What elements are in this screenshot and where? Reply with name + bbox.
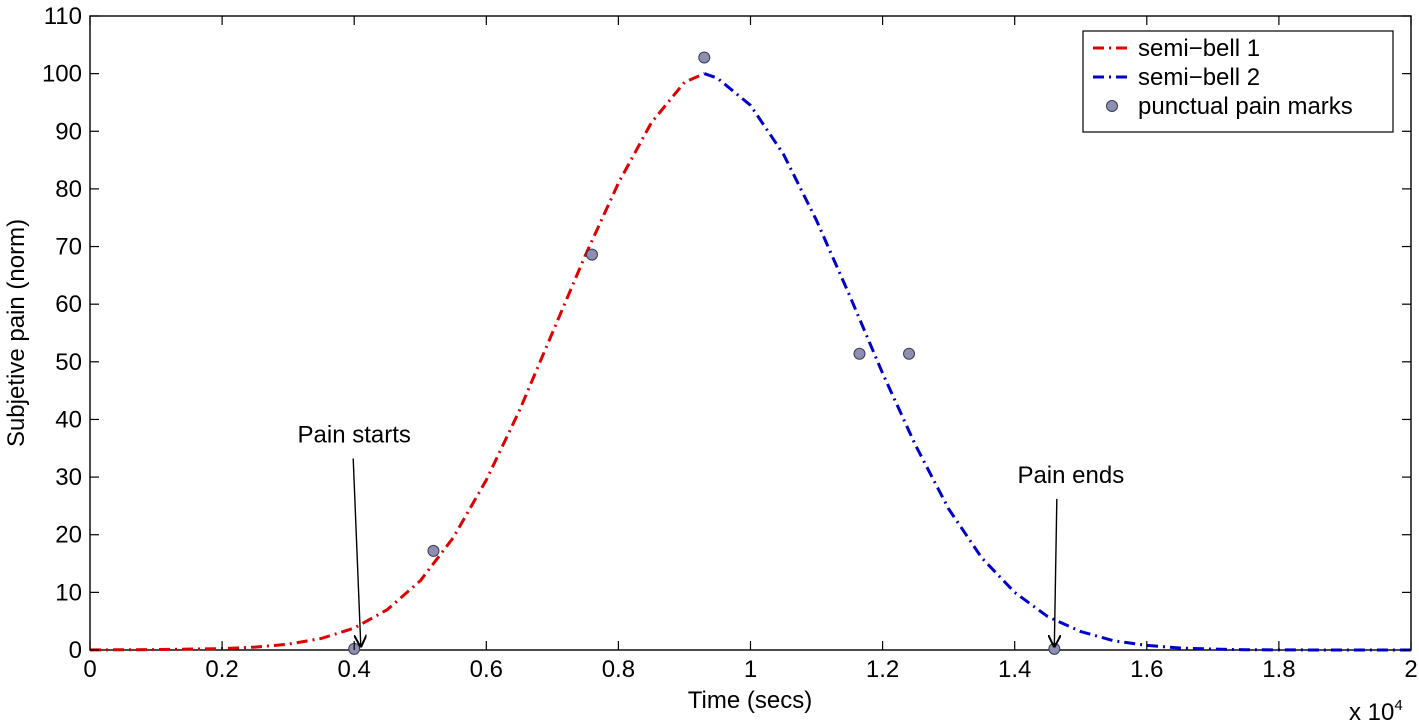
annotation-label: Pain starts xyxy=(298,422,411,449)
x-tick-label: 1.6 xyxy=(1130,656,1163,683)
data-point xyxy=(698,51,711,64)
x-tick-label: 0.8 xyxy=(602,656,635,683)
x-tick-label: 0.2 xyxy=(205,656,238,683)
y-tick-label: 20 xyxy=(55,522,82,549)
axes-layer: 0 0.2 0.4 0.6 0.8 1 1.2 1.4 1.6 1.8 20102030405060… xyxy=(42,3,1418,683)
data-point xyxy=(903,347,916,360)
x-tick-label: 1.2 xyxy=(866,656,899,683)
series-line-1 xyxy=(89,72,705,652)
series-line-2 xyxy=(703,72,1411,652)
y-tick-label: 10 xyxy=(55,579,82,606)
annotation-layer: Pain starts Pain ends xyxy=(298,422,1124,647)
x-tick-label: 1 xyxy=(744,656,757,683)
y-tick-label: 70 xyxy=(55,234,82,261)
x-axis-label: Time (secs) xyxy=(688,687,812,714)
y-tick-label: 0 xyxy=(69,637,82,664)
y-tick-label: 60 xyxy=(55,291,82,318)
y-tick-label: 80 xyxy=(55,176,82,203)
x-exponent-label: x 104 xyxy=(1349,697,1403,721)
legend-box xyxy=(1082,30,1394,133)
legend-label: punctual pain marks xyxy=(1138,93,1353,120)
y-tick-label: 30 xyxy=(55,464,82,491)
x-tick-label: 0.4 xyxy=(338,656,371,683)
x-tick-label: 0.6 xyxy=(470,656,503,683)
x-tick-label: 0 xyxy=(83,656,96,683)
legend-label: semi−bell 1 xyxy=(1138,35,1260,62)
legend-label: semi−bell 2 xyxy=(1138,64,1260,91)
annotation-label: Pain ends xyxy=(1017,462,1124,489)
series-layer xyxy=(89,51,1411,655)
data-point xyxy=(427,544,440,557)
x-tick-label: 1.8 xyxy=(1262,656,1295,683)
y-tick-label: 90 xyxy=(55,118,82,145)
y-tick-label: 50 xyxy=(55,349,82,376)
annotation-arrow xyxy=(352,458,361,647)
data-point xyxy=(585,248,598,261)
y-tick-label: 110 xyxy=(44,3,82,30)
y-axis-label: Subjetive pain (norm) xyxy=(3,219,30,447)
x-tick-label: 1.4 xyxy=(998,656,1031,683)
data-point xyxy=(853,347,866,360)
legend-swatch-marker xyxy=(1106,100,1118,112)
y-tick-label: 100 xyxy=(42,61,82,88)
y-tick-label: 40 xyxy=(55,406,82,433)
x-tick-label: 2 xyxy=(1404,656,1417,683)
annotation-arrow xyxy=(1054,498,1057,646)
